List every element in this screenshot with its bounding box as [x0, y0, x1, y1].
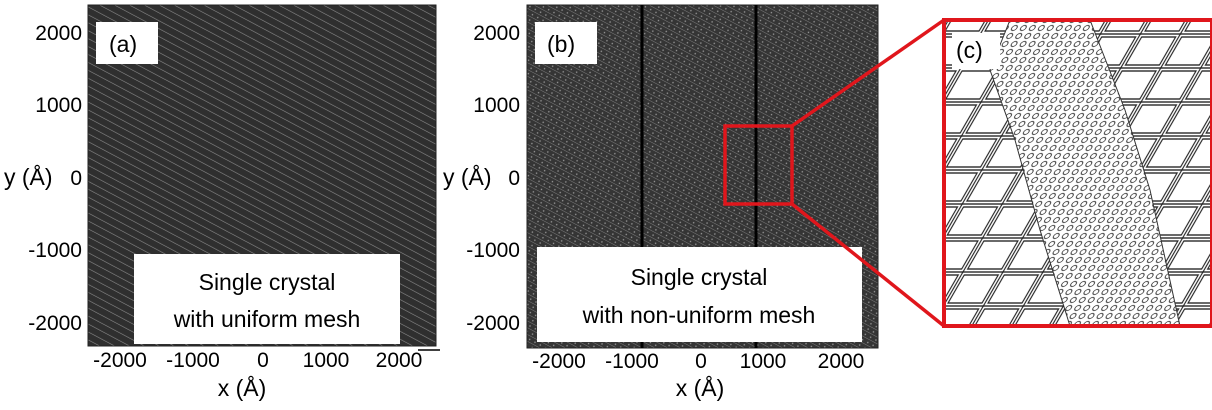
panel-a-xtick-2000: 2000: [376, 349, 423, 372]
panel-b-ytick-1000: 1000: [473, 94, 520, 117]
panel-a-ytick-neg2000: -2000: [28, 312, 82, 335]
panel-a-ylabel: y (Å): [4, 163, 53, 190]
panel-b: (b) Single crystal with non-uniform mesh…: [443, 5, 878, 401]
panel-a-caption-line1: Single crystal: [199, 269, 336, 295]
panel-a-xlabel: x (Å): [218, 374, 267, 401]
panel-b-xtick-neg2000: -2000: [532, 350, 586, 373]
panel-b-ytick-2000: 2000: [473, 22, 520, 45]
panel-b-xtick-0: 0: [695, 350, 707, 373]
panel-a-xtick-neg2000: -2000: [93, 349, 147, 372]
panel-b-ylabel: y (Å): [443, 163, 492, 190]
panel-b-xtick-2000: 2000: [818, 350, 865, 373]
panel-a-ytick-2000: 2000: [35, 22, 82, 45]
panel-a-ytick-0: 0: [70, 167, 82, 190]
panel-a-label: (a): [109, 31, 137, 57]
panel-a-xtick-neg1000: -1000: [166, 349, 220, 372]
panel-a: (a) Single crystal with uniform mesh 200…: [4, 5, 440, 401]
panel-c: (c): [944, 20, 1212, 326]
panel-a-ytick-neg1000: -1000: [28, 239, 82, 262]
panel-b-xtick-1000: 1000: [740, 350, 787, 373]
panel-b-ytick-neg2000: -2000: [466, 312, 520, 335]
panel-b-caption-line2: with non-uniform mesh: [582, 302, 816, 328]
panel-c-label: (c): [956, 37, 983, 63]
panel-b-xtick-neg1000: -1000: [605, 350, 659, 373]
panel-a-caption-line2: with uniform mesh: [173, 306, 361, 332]
panel-a-ytick-1000: 1000: [35, 94, 82, 117]
panel-b-ytick-0: 0: [508, 167, 520, 190]
panel-a-xtick-1000: 1000: [303, 349, 350, 372]
panel-b-xlabel: x (Å): [676, 374, 725, 401]
panel-b-ytick-neg1000: -1000: [466, 239, 520, 262]
panel-b-caption-line1: Single crystal: [631, 264, 768, 290]
panel-a-xtick-0: 0: [257, 349, 269, 372]
panel-b-label: (b): [547, 31, 575, 57]
